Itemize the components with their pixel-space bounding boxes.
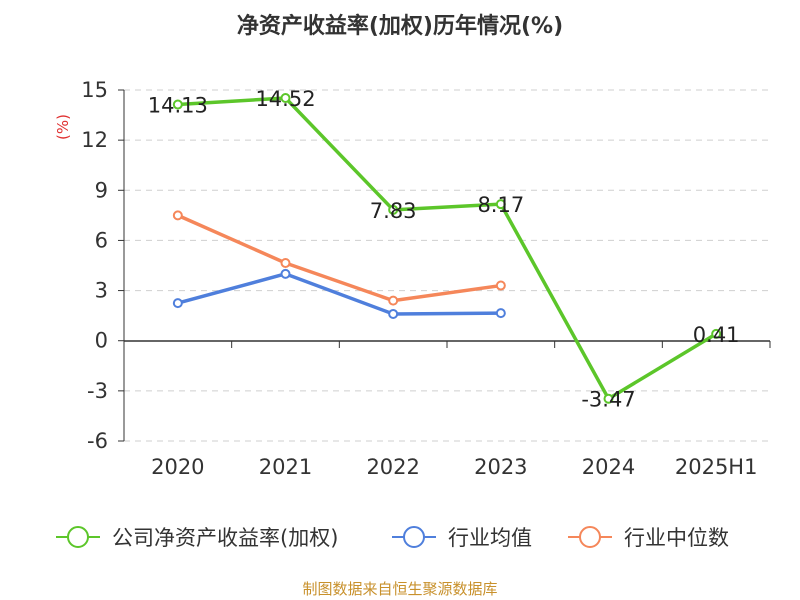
- data-point: [495, 308, 506, 319]
- source-note: 制图数据来自恒生聚源数据库: [302, 580, 497, 598]
- chart-title: 净资产收益率(加权)历年情况(%): [237, 13, 563, 39]
- x-tick-label: 2022: [366, 455, 419, 479]
- axes: 15 12 9 6 3 0 -3 -6 2020 2021 2022 2023 2024 2025H1: [81, 78, 771, 479]
- legend-label: 行业中位数: [624, 526, 729, 550]
- x-tick-label: 2020: [151, 455, 204, 479]
- legend-marker: [403, 526, 425, 548]
- legend-marker: [579, 526, 601, 548]
- legend-item: 行业均值: [392, 526, 532, 550]
- x-tick-label: 2024: [582, 455, 635, 479]
- y-tick-label: -6: [87, 429, 108, 453]
- y-axis-label: (%): [54, 114, 72, 140]
- legend-label: 公司净资产收益率(加权): [112, 526, 338, 550]
- data-label: 8.17: [477, 193, 524, 217]
- series-layer: [172, 93, 722, 404]
- x-tick-label: 2021: [259, 455, 312, 479]
- y-tick-label: 9: [95, 178, 108, 202]
- data-point: [280, 268, 291, 279]
- data-label: -3.47: [581, 388, 635, 412]
- data-label: 14.13: [148, 94, 208, 118]
- data-point: [172, 298, 183, 309]
- y-tick-label: 15: [81, 78, 108, 102]
- legend-item: 行业中位数: [568, 526, 729, 550]
- y-tick-label: 12: [81, 128, 108, 152]
- data-point: [280, 257, 291, 268]
- data-point: [388, 204, 399, 215]
- data-point: [388, 308, 399, 319]
- legend-item: 公司净资产收益率(加权): [56, 526, 338, 550]
- y-tick-label: 6: [95, 228, 108, 252]
- series-line: [177, 213, 502, 303]
- data-labels: 14.13 14.52 7.83 8.17 -3.47 0.41: [148, 87, 740, 412]
- data-point: [711, 328, 722, 339]
- y-tick-label: -3: [87, 379, 108, 403]
- data-point: [603, 393, 614, 404]
- series-0: [172, 93, 722, 404]
- data-label: 0.41: [693, 323, 740, 347]
- x-tick-label: 2025H1: [675, 455, 758, 479]
- legend-label: 行业均值: [448, 526, 532, 550]
- data-label: 7.83: [370, 199, 417, 223]
- data-point: [172, 210, 183, 221]
- legend-marker: [67, 526, 89, 548]
- series-1: [172, 268, 506, 319]
- series-line: [177, 272, 501, 316]
- series-line: [177, 96, 718, 401]
- data-label: 14.52: [255, 87, 315, 111]
- y-tick-label: 3: [95, 279, 108, 303]
- data-point: [280, 93, 291, 104]
- data-point: [172, 99, 183, 110]
- data-point: [495, 280, 506, 291]
- grid: [124, 89, 770, 442]
- data-point: [495, 199, 506, 210]
- x-tick-label: 2023: [474, 455, 527, 479]
- series-2: [172, 210, 506, 306]
- y-tick-label: 0: [95, 329, 108, 353]
- legend: 公司净资产收益率(加权) 行业均值 行业中位数: [56, 526, 729, 550]
- data-point: [388, 295, 399, 306]
